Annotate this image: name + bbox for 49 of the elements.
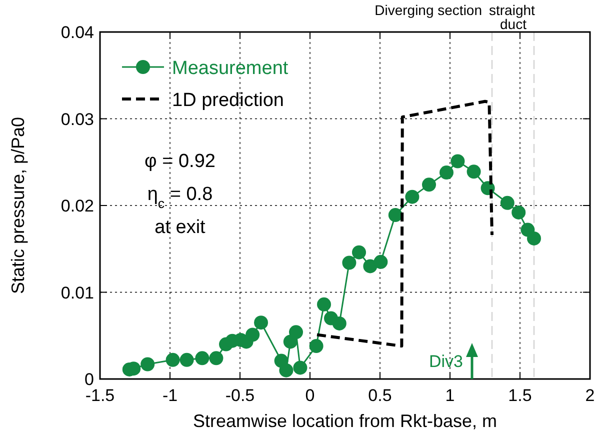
x-tick-label: 0 [305,386,315,405]
point [180,352,194,367]
y-tick-label: 0.03 [60,110,94,129]
x-tick-label: -0.5 [225,386,255,405]
point [246,328,260,342]
y-tick-label: 0.02 [60,196,94,216]
point [293,360,308,375]
y-axis-title: Static pressure, p/Pa0 [8,116,28,294]
point [352,245,366,260]
point [422,178,436,192]
legend-label: 1D prediction [172,90,284,111]
point [440,166,454,180]
point [466,164,481,179]
point [289,325,303,340]
point [500,196,514,210]
point [388,208,402,222]
point [405,190,420,204]
point [254,316,268,330]
point [209,351,224,366]
point [512,205,526,220]
legend-label: Measurement [172,58,289,79]
x-tick-label: 0.5 [368,386,392,405]
point [363,259,378,274]
x-tick-label: -1 [162,386,178,405]
point [140,357,155,372]
point [195,351,210,366]
point [342,256,356,270]
annotation: at exit [154,217,206,238]
point [450,154,465,168]
y-tick-label: 0.04 [60,23,94,42]
x-tick-label: 2 [585,386,595,405]
annotation: Div3 [428,352,463,371]
point [279,363,294,378]
point [374,254,388,269]
text: Diverging section [374,2,482,18]
annotation: φ = 0.92 [144,151,216,172]
annotation: straight duct [489,2,536,32]
annotation: η$_{c}$ = 0.8 [147,184,213,210]
y-tick-label: 0.01 [60,283,94,302]
point [309,339,324,354]
point [332,316,346,330]
point [166,352,180,367]
y-tick-label: 0 [84,370,94,389]
x-axis-title: Streamwise location from Rkt-base, m [192,411,498,431]
x-tick-label: 1 [445,386,455,405]
x-tick-label: 1.5 [508,386,532,405]
x-tick-label: -1.5 [85,386,115,405]
point [317,297,331,312]
point [527,231,541,246]
